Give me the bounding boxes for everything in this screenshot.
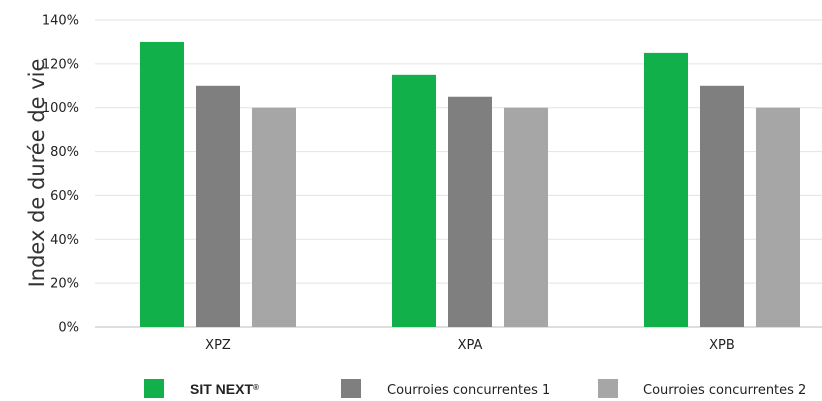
y-tick-label: 120% (42, 57, 79, 72)
y-tick-label: 140% (42, 14, 79, 29)
x-category-label: XPZ (205, 338, 231, 353)
legend-label: Courroies concurrentes 1 (387, 383, 550, 398)
bars (140, 41, 800, 328)
y-axis-label: Index de durée de vie (25, 59, 49, 288)
bar-xpb-series-1 (644, 52, 688, 328)
bar-xpb-series-3 (756, 107, 800, 327)
y-axis-ticks: 0% 20% 40% 60% 80% 100% 120% 140% (42, 14, 79, 336)
legend-label: Courroies concurrentes 2 (643, 383, 806, 398)
x-axis-categories: XPZ XPA XPB (205, 338, 735, 353)
y-tick-label: 0% (58, 321, 79, 336)
legend-label: SIT NEXT® (190, 381, 259, 397)
legend-item-2: Courroies concurrentes 1 (341, 379, 550, 398)
y-tick-label: 60% (50, 189, 79, 204)
bar-xpb-series-2 (700, 85, 744, 328)
y-tick-label: 20% (50, 277, 79, 292)
y-tick-label: 40% (50, 233, 79, 248)
bar-xpz-series-2 (196, 85, 240, 328)
legend-swatch (144, 379, 164, 398)
y-tick-label: 80% (50, 145, 79, 160)
legend-item-3: Courroies concurrentes 2 (598, 379, 806, 398)
bar-xpa-series-3 (504, 107, 548, 327)
legend-swatch (598, 379, 618, 398)
legend: SIT NEXT® Courroies concurrentes 1 Courroi… (144, 379, 806, 398)
legend-swatch (341, 379, 361, 398)
bar-xpz-series-1 (140, 41, 184, 328)
y-tick-label: 100% (42, 101, 79, 116)
legend-item-1: SIT NEXT® (144, 379, 259, 398)
bar-xpz-series-3 (252, 107, 296, 327)
bar-xpa-series-1 (392, 74, 436, 327)
x-category-label: XPA (458, 338, 483, 353)
bar-xpa-series-2 (448, 96, 492, 327)
x-category-label: XPB (709, 338, 735, 353)
